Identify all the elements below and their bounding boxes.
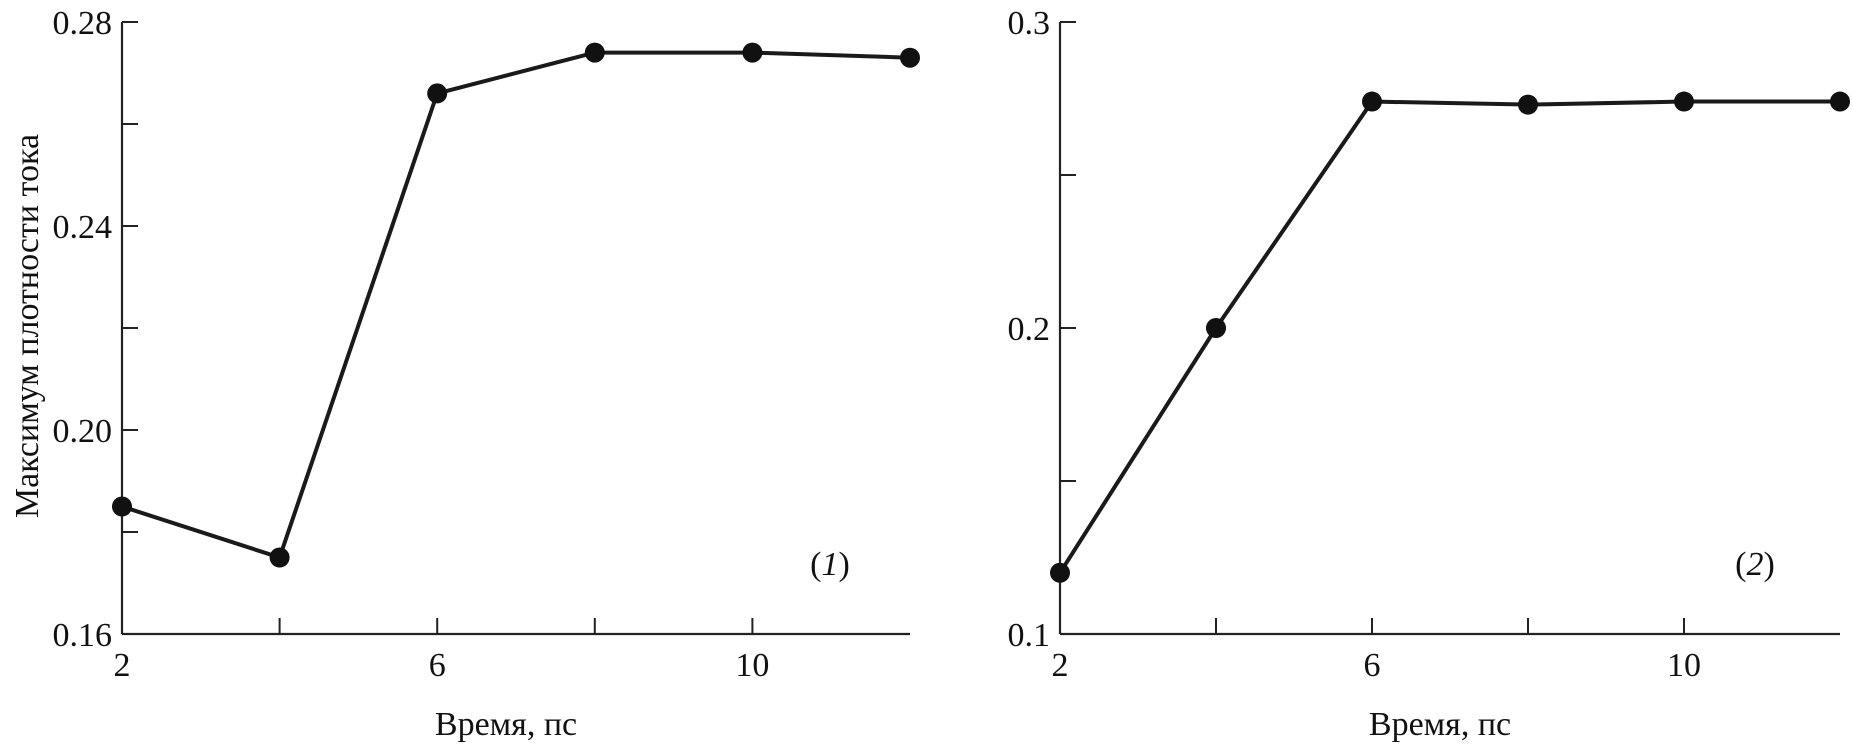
x-tick-label: 10 [735,647,769,684]
data-point [112,496,132,517]
series-line [121,50,911,560]
chart-panel-2: 0.1 0.2 0.3 2 6 10 Время, пс (2) [1008,5,1850,743]
data-point [1674,91,1694,112]
data-point [1518,94,1538,115]
y-tick-label: 0.3 [1008,5,1051,42]
x-axis-title: Время, пс [1369,706,1511,743]
panel-label: (2) [1735,546,1775,583]
y-tick-label: 0.28 [53,5,113,42]
x-axis-title: Время, пс [435,706,577,743]
y-tick-label: 0.2 [1008,311,1051,348]
data-point [584,42,605,63]
chart-panel-1: 0.16 0.20 0.24 0.28 2 6 10 Время, пс Максимум пл… [9,5,920,743]
y-tick-label: 0.24 [53,209,113,246]
x-tick-label: 6 [429,647,446,684]
x-tick-label: 2 [1052,647,1069,684]
data-point [269,547,290,568]
panel-label: (1) [810,546,850,583]
x-tick-label: 6 [1364,647,1381,684]
data-point [1050,562,1070,583]
data-point [1206,318,1226,338]
y-tick-label: 0.20 [53,413,113,450]
series-line [1058,99,1840,574]
y-tick-label: 0.16 [53,617,113,654]
y-tick-label: 0.1 [1008,617,1051,654]
data-point [1362,91,1382,112]
x-tick-label: 10 [1667,647,1701,684]
data-point [742,42,763,63]
y-axis-title: Максимум плотности тока [9,134,46,518]
data-point [427,83,448,104]
x-tick-label: 2 [114,647,131,684]
data-point [1830,91,1850,112]
data-point [900,47,920,68]
